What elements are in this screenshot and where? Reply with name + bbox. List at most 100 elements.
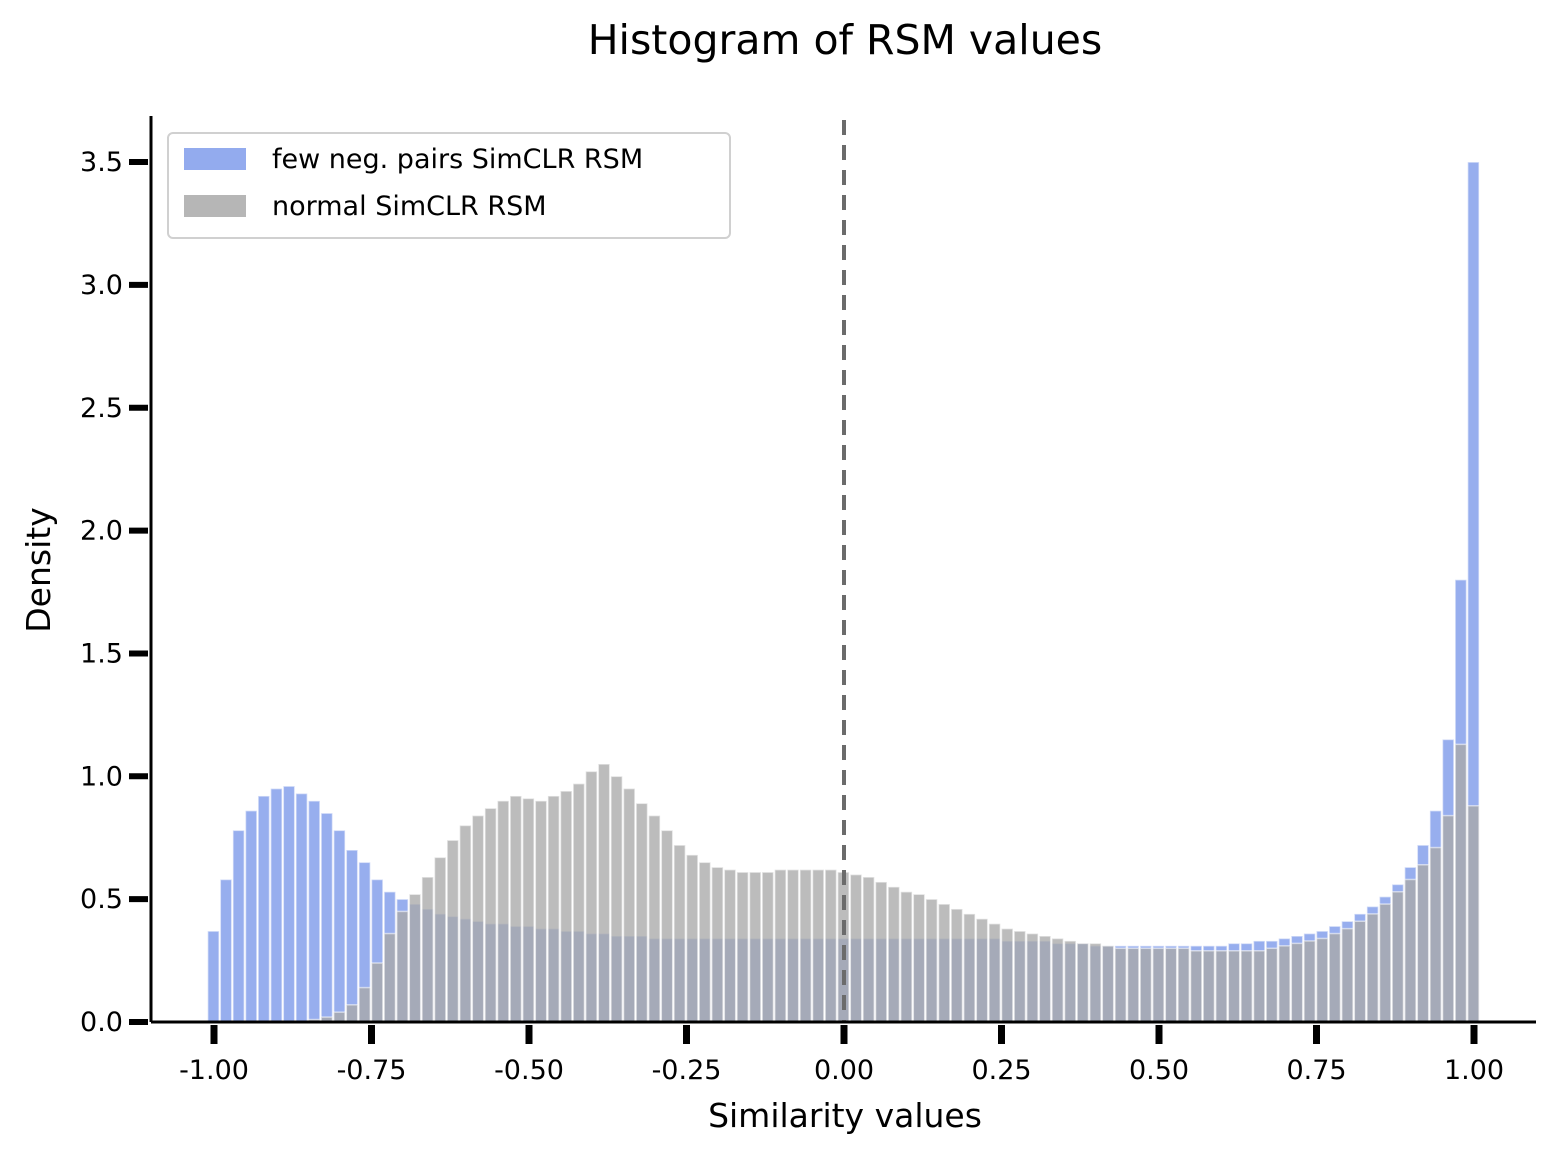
bar-1-18 bbox=[433, 856, 447, 1023]
bar-1-98 bbox=[1441, 814, 1455, 1023]
y-tick-label: 1.5 bbox=[80, 638, 123, 669]
series-1 bbox=[307, 743, 1480, 1023]
bar-1-71 bbox=[1101, 945, 1115, 1023]
legend-frame bbox=[167, 132, 731, 239]
y-tick-label: 3.5 bbox=[80, 147, 123, 178]
bar-1-85 bbox=[1277, 945, 1291, 1023]
x-tick-label: -0.25 bbox=[652, 1055, 722, 1086]
bar-1-65 bbox=[1025, 932, 1039, 1023]
bar-1-34 bbox=[635, 802, 649, 1023]
bar-1-45 bbox=[773, 868, 787, 1023]
bar-0-4 bbox=[257, 795, 271, 1023]
x-tick-label: 0.00 bbox=[814, 1055, 874, 1086]
bar-0-7 bbox=[295, 792, 309, 1023]
bar-1-49 bbox=[824, 868, 838, 1023]
bar-1-39 bbox=[698, 861, 712, 1023]
bar-1-31 bbox=[597, 763, 611, 1023]
bar-1-26 bbox=[534, 800, 548, 1023]
bar-1-54 bbox=[887, 886, 901, 1023]
bar-1-25 bbox=[521, 797, 535, 1023]
bar-1-72 bbox=[1114, 947, 1128, 1023]
bars-layer bbox=[206, 161, 1480, 1023]
bar-1-55 bbox=[899, 891, 913, 1023]
bar-1-79 bbox=[1202, 950, 1216, 1023]
bar-1-86 bbox=[1290, 942, 1304, 1023]
bar-1-15 bbox=[395, 910, 409, 1023]
bar-0-3 bbox=[244, 809, 258, 1023]
bar-1-12 bbox=[358, 986, 372, 1023]
bar-1-95 bbox=[1403, 878, 1417, 1023]
bar-1-82 bbox=[1240, 950, 1254, 1023]
bar-1-78 bbox=[1189, 950, 1203, 1023]
y-tick-label: 0.0 bbox=[80, 1007, 123, 1038]
x-tick-label: -1.00 bbox=[179, 1055, 249, 1086]
y-tick-label: 3.0 bbox=[80, 270, 123, 301]
bar-1-59 bbox=[950, 908, 964, 1023]
bar-1-24 bbox=[509, 795, 523, 1023]
bar-1-62 bbox=[988, 922, 1002, 1023]
x-tick-label: 0.25 bbox=[971, 1055, 1031, 1086]
bar-1-53 bbox=[874, 881, 888, 1023]
x-tick-label: -0.50 bbox=[494, 1055, 564, 1086]
bar-1-38 bbox=[685, 854, 699, 1023]
bar-1-96 bbox=[1416, 864, 1430, 1023]
bar-1-60 bbox=[962, 913, 976, 1023]
bar-1-43 bbox=[748, 871, 762, 1023]
bar-1-19 bbox=[446, 839, 460, 1023]
bar-0-1 bbox=[219, 878, 233, 1023]
bar-1-28 bbox=[559, 790, 573, 1023]
bar-1-99 bbox=[1454, 743, 1468, 1023]
bar-1-11 bbox=[345, 1004, 359, 1023]
bar-1-88 bbox=[1315, 937, 1329, 1023]
bar-1-91 bbox=[1353, 920, 1367, 1023]
legend-label-few-neg: few neg. pairs SimCLR RSM bbox=[272, 144, 643, 175]
bar-1-48 bbox=[811, 868, 825, 1023]
bar-0-6 bbox=[282, 785, 296, 1023]
bar-1-81 bbox=[1227, 950, 1241, 1023]
bar-1-100 bbox=[1466, 805, 1480, 1023]
bar-1-75 bbox=[1151, 947, 1165, 1023]
bar-1-40 bbox=[710, 866, 724, 1023]
bar-1-84 bbox=[1265, 947, 1279, 1023]
bar-1-69 bbox=[1076, 942, 1090, 1023]
x-ticks: -1.00 -0.75 -0.50 -0.25 0.00 0.25 0.50 0.75 1.00 bbox=[179, 1025, 1504, 1086]
bar-1-47 bbox=[799, 868, 813, 1023]
bar-1-13 bbox=[370, 962, 384, 1023]
bar-1-57 bbox=[925, 898, 939, 1023]
bar-1-93 bbox=[1378, 903, 1392, 1023]
bar-1-30 bbox=[584, 770, 598, 1023]
bar-0-5 bbox=[269, 787, 283, 1023]
legend: few neg. pairs SimCLR RSM normal SimCLR … bbox=[167, 132, 731, 239]
y-tick-label: 0.5 bbox=[80, 884, 123, 915]
bar-1-32 bbox=[610, 775, 624, 1023]
bar-1-17 bbox=[421, 876, 435, 1023]
x-tick-label: -0.75 bbox=[337, 1055, 407, 1086]
bar-1-41 bbox=[723, 868, 737, 1023]
bar-1-35 bbox=[647, 814, 661, 1023]
bar-0-10 bbox=[332, 829, 346, 1023]
bar-1-73 bbox=[1126, 947, 1140, 1023]
bar-1-21 bbox=[471, 814, 485, 1023]
bar-1-23 bbox=[496, 800, 510, 1023]
bar-1-42 bbox=[736, 871, 750, 1023]
bar-1-33 bbox=[622, 787, 636, 1023]
bar-1-90 bbox=[1340, 927, 1354, 1023]
chart-title: Histogram of RSM values bbox=[588, 16, 1103, 64]
bar-0-2 bbox=[232, 829, 246, 1023]
bar-1-76 bbox=[1164, 947, 1178, 1023]
y-tick-label: 1.0 bbox=[80, 761, 123, 792]
bar-1-77 bbox=[1177, 947, 1191, 1023]
bar-0-8 bbox=[307, 800, 321, 1023]
bar-0-11 bbox=[345, 849, 359, 1023]
bar-1-68 bbox=[1063, 940, 1077, 1023]
bar-1-97 bbox=[1429, 846, 1443, 1023]
legend-swatch-few-neg bbox=[184, 148, 246, 170]
bar-1-14 bbox=[383, 932, 397, 1023]
bar-0-0 bbox=[206, 930, 220, 1023]
bar-1-64 bbox=[1013, 930, 1027, 1023]
bar-1-29 bbox=[572, 782, 586, 1023]
x-tick-label: 0.75 bbox=[1286, 1055, 1346, 1086]
bar-1-22 bbox=[484, 807, 498, 1023]
